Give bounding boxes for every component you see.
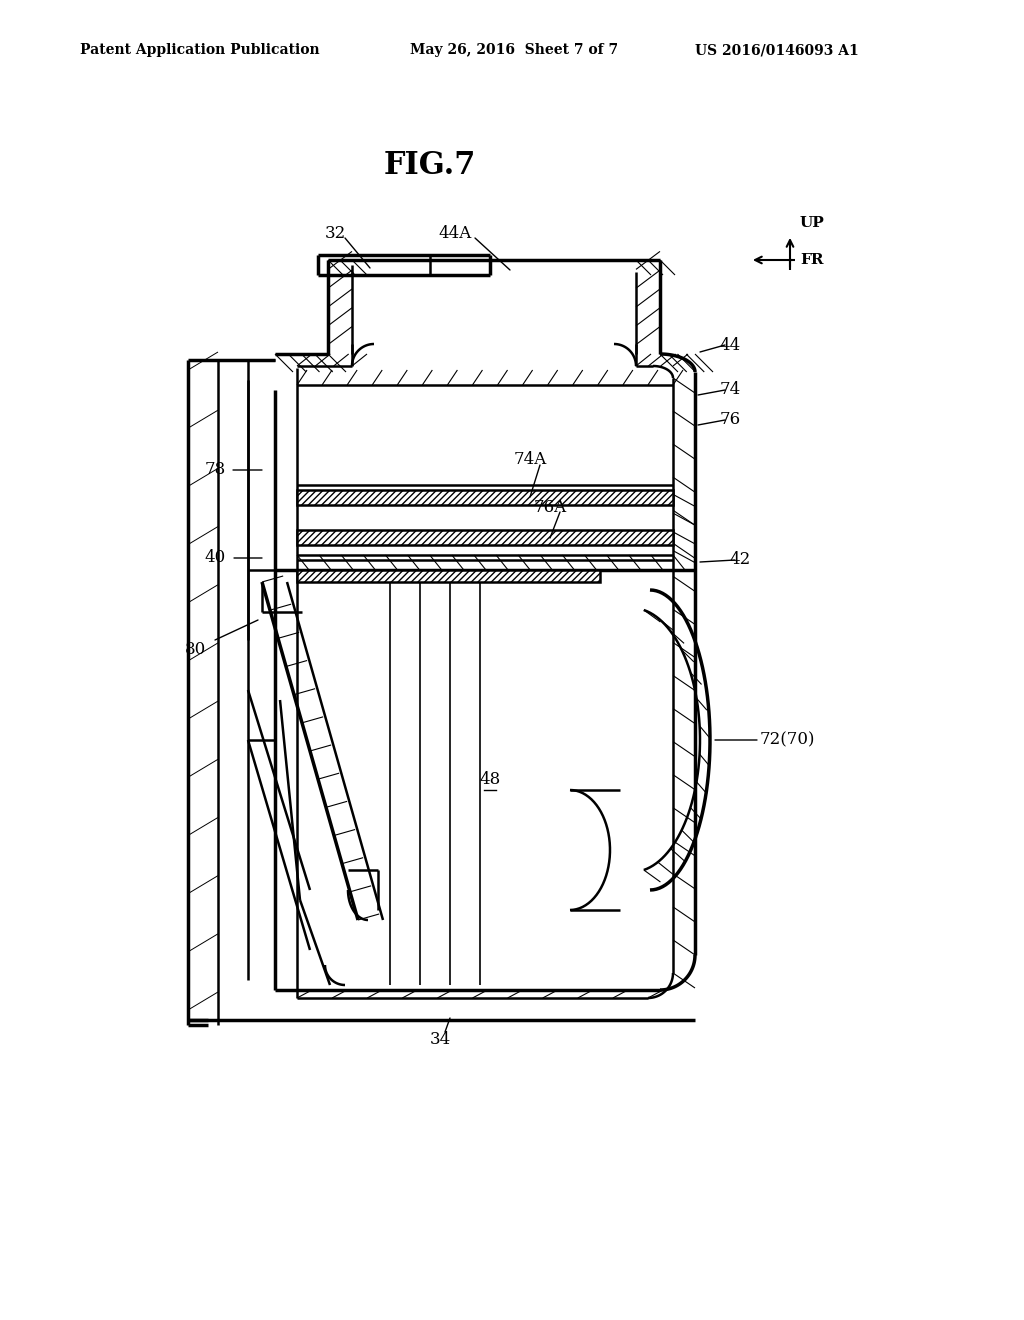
Text: FR: FR	[800, 253, 823, 267]
Bar	[297, 531, 673, 545]
Bar	[297, 570, 600, 582]
Text: 74A: 74A	[513, 451, 547, 469]
Text: 72(70): 72(70)	[760, 731, 815, 748]
Bar	[297, 490, 673, 506]
Text: May 26, 2016  Sheet 7 of 7: May 26, 2016 Sheet 7 of 7	[410, 44, 618, 57]
Text: 44: 44	[720, 337, 740, 354]
Text: 78: 78	[205, 462, 225, 479]
Text: 80: 80	[184, 642, 206, 659]
Text: 74: 74	[720, 381, 740, 399]
Text: US 2016/0146093 A1: US 2016/0146093 A1	[695, 44, 859, 57]
Text: 76A: 76A	[534, 499, 566, 516]
Text: 34: 34	[429, 1031, 451, 1048]
Text: 44A: 44A	[438, 224, 472, 242]
Text: UP: UP	[800, 216, 824, 230]
Text: FIG.7: FIG.7	[384, 149, 476, 181]
Text: Patent Application Publication: Patent Application Publication	[80, 44, 319, 57]
Bar	[297, 490, 673, 506]
Text: 76: 76	[720, 412, 740, 429]
Text: 32: 32	[325, 224, 346, 242]
Bar	[297, 570, 600, 582]
Bar	[297, 531, 673, 545]
Text: 48: 48	[479, 771, 501, 788]
Text: 40: 40	[205, 549, 225, 566]
Text: 42: 42	[729, 552, 751, 569]
